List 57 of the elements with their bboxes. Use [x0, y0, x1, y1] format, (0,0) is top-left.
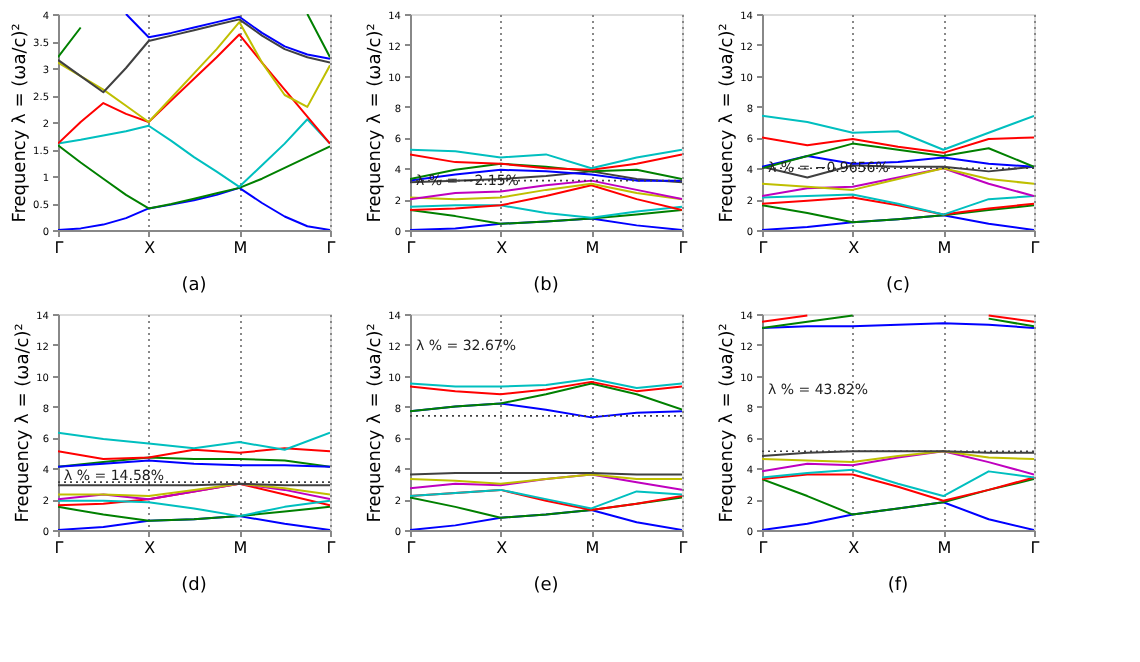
x-tick-label: M — [937, 539, 952, 557]
line-series — [410, 148, 682, 170]
line-series — [410, 184, 682, 211]
line-series — [762, 450, 1034, 476]
line-series — [58, 499, 330, 518]
x-tick-label: Γ — [54, 239, 65, 257]
x-tick-label: M — [937, 239, 952, 257]
line-series — [58, 33, 330, 145]
text: (e) — [533, 576, 559, 596]
line-series — [58, 505, 330, 522]
x-tick-label: X — [144, 539, 157, 557]
x-tick-label: X — [496, 539, 509, 557]
text: (f) — [887, 576, 909, 596]
x-tick-label: Γ — [758, 539, 769, 557]
y-axis-title: Frequency λ = (ωa/c)² — [718, 322, 739, 523]
x-tick-label: M — [233, 239, 248, 257]
line-series — [410, 204, 682, 219]
x-tick-label: M — [585, 539, 600, 557]
text: (a) — [181, 276, 207, 296]
line-series — [58, 18, 330, 94]
y-axis-title: Frequency λ = (ωa/c)² — [14, 322, 35, 523]
line-series — [58, 21, 330, 123]
line-series — [58, 431, 330, 451]
x-tick-label: Γ — [678, 239, 689, 257]
line-series — [410, 380, 682, 396]
line-series — [410, 208, 682, 225]
y-axis-title: Frequency λ = (ωa/c)² — [366, 22, 387, 223]
y-axis-title: Frequency λ = (ωa/c)² — [718, 22, 739, 223]
x-tick-label: Γ — [758, 239, 769, 257]
x-tick-label: Γ — [326, 239, 337, 257]
line-series — [762, 478, 1034, 516]
text: (c) — [886, 276, 910, 296]
x-tick-label: Γ — [678, 539, 689, 557]
line-series — [762, 204, 1034, 224]
text: (d) — [181, 576, 207, 596]
x-tick-label: X — [848, 539, 861, 557]
line-series — [410, 153, 682, 171]
x-tick-label: X — [848, 239, 861, 257]
x-tick-label: Γ — [1030, 539, 1041, 557]
line-series — [410, 382, 682, 413]
line-series — [58, 118, 330, 188]
x-tick-label: X — [496, 239, 509, 257]
line-series — [125, 14, 330, 60]
x-tick-label: Γ — [1030, 239, 1041, 257]
x-tick-label: X — [144, 239, 157, 257]
x-tick-label: Γ — [54, 539, 65, 557]
line-series — [762, 136, 1034, 154]
x-tick-label: Γ — [326, 539, 337, 557]
text: (b) — [533, 276, 559, 296]
x-tick-label: M — [233, 539, 248, 557]
y-axis-title: Frequency λ = (ωa/c)² — [366, 322, 387, 523]
x-tick-label: Γ — [406, 539, 417, 557]
x-tick-label: M — [585, 239, 600, 257]
x-tick-label: Γ — [406, 239, 417, 257]
y-axis-title: Frequency λ = (ωa/c)² — [11, 22, 32, 223]
line-series — [762, 114, 1034, 151]
line-series — [58, 144, 330, 210]
